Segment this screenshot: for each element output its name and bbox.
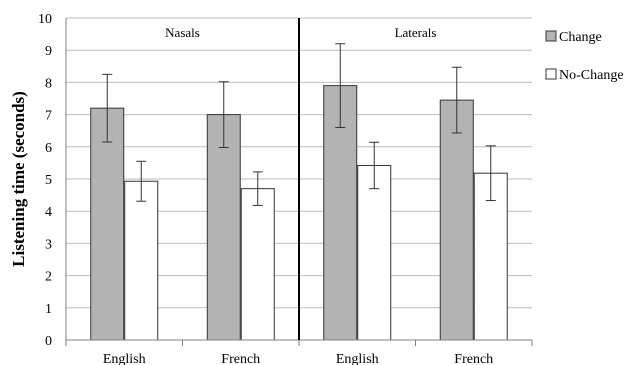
- y-tick-labels: 0 1 2 3 4 5 6 7 8 9 10: [38, 12, 52, 349]
- bar-no-change-1: [240, 188, 275, 341]
- x-tick-labels: English French English French: [103, 352, 493, 365]
- y-tick-label: 4: [45, 205, 52, 220]
- legend-swatch-change: [545, 30, 557, 42]
- panel-label: Laterals: [395, 25, 437, 40]
- y-tick-label: 9: [45, 44, 52, 59]
- bar-no-change-2: [357, 164, 392, 341]
- x-tick-label: French: [221, 352, 260, 365]
- y-tick-label: 6: [45, 141, 52, 156]
- y-tick-label: 3: [45, 237, 52, 252]
- legend: Change No-Change: [545, 30, 624, 83]
- y-tick-label: 5: [45, 173, 52, 188]
- y-tick-label: 7: [45, 109, 52, 124]
- y-tick-label: 8: [45, 76, 52, 91]
- bar-change-0: [90, 107, 125, 341]
- legend-label: No-Change: [559, 68, 624, 83]
- x-tick-label: French: [454, 352, 493, 365]
- y-tick-label: 0: [45, 334, 52, 349]
- x-tick-label: English: [103, 352, 146, 365]
- legend-label: Change: [559, 30, 602, 45]
- x-tick-label: English: [336, 352, 379, 365]
- bar-no-change-0: [124, 180, 159, 341]
- panel-label: Nasals: [165, 25, 200, 40]
- error-bars: [102, 43, 496, 206]
- legend-swatch-no-change: [545, 68, 557, 80]
- bar-change-3: [439, 99, 474, 341]
- y-axis-label: Listening time (seconds): [9, 91, 28, 267]
- bar-change-1: [206, 114, 241, 341]
- panel-labels: Nasals Laterals: [165, 18, 436, 340]
- y-tick-label: 10: [38, 12, 52, 27]
- y-tick-label: 2: [45, 270, 52, 285]
- y-tick-label: 1: [45, 302, 52, 317]
